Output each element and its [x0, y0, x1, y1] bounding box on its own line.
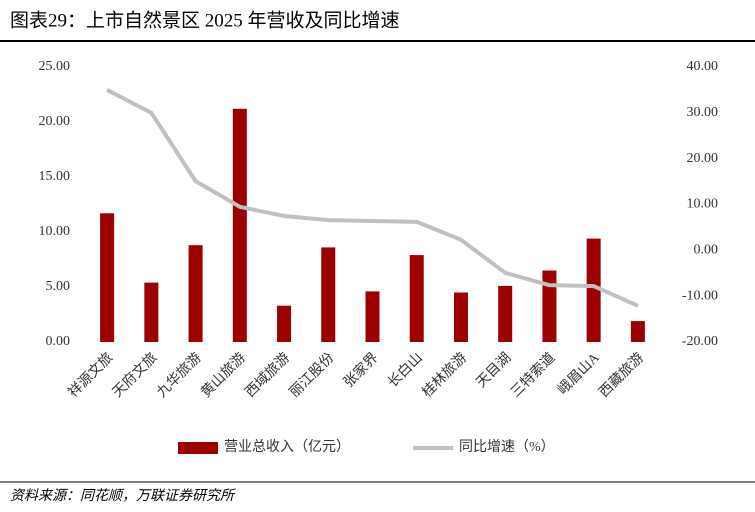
bar	[365, 291, 380, 342]
legend-swatch	[178, 442, 218, 454]
bar	[321, 247, 336, 342]
x-tick-label: 三特索道	[507, 349, 559, 401]
bar	[586, 238, 601, 342]
legend-label: 同比增速（%）	[459, 439, 555, 455]
bar	[232, 108, 247, 342]
bar	[277, 305, 292, 342]
x-tick-label: 黄山旅游	[197, 349, 249, 401]
x-tick-label: 九华旅游	[154, 350, 205, 401]
x-tick-label: 天府文旅	[110, 350, 161, 401]
x-tick-label: 西藏旅游	[596, 350, 647, 401]
y2-tick-label: 40.00	[687, 59, 719, 74]
x-tick-label: 张家界	[340, 349, 382, 391]
y2-tick-label: 10.00	[687, 197, 719, 212]
y2-tick-label: 20.00	[687, 151, 719, 166]
y2-tick-label: -20.00	[682, 334, 718, 349]
y-tick-label: 5.00	[46, 279, 71, 294]
y-tick-label: 10.00	[39, 224, 71, 239]
bar	[542, 270, 557, 342]
x-tick-label: 长白山	[385, 350, 426, 391]
legend-label: 营业总收入（亿元）	[224, 439, 350, 455]
y2-tick-label: -10.00	[682, 288, 718, 303]
y2-tick-label: 30.00	[687, 105, 719, 120]
y-tick-label: 20.00	[39, 114, 71, 129]
bar	[144, 282, 159, 342]
x-tick-label: 祥源文旅	[65, 350, 116, 401]
x-tick-label: 桂林旅游	[419, 350, 470, 401]
bar	[100, 213, 115, 342]
bar	[498, 285, 513, 342]
source-note: 资料来源：同花顺，万联证券研究所	[10, 488, 236, 504]
bar	[409, 255, 424, 342]
y-tick-label: 25.00	[39, 59, 71, 74]
x-tick-label: 西域旅游	[242, 350, 293, 401]
line	[106, 88, 639, 308]
x-tick-label: 丽江股份	[286, 350, 337, 401]
y2-tick-label: 0.00	[694, 243, 719, 258]
x-tick-label: 天目湖	[473, 350, 514, 391]
bar	[453, 292, 468, 342]
y-tick-label: 0.00	[46, 334, 71, 349]
chart-title: 图表29：上市自然景区 2025 年营收及同比增速	[10, 9, 400, 31]
y-tick-label: 15.00	[39, 169, 71, 184]
bar	[630, 321, 645, 342]
bar	[188, 245, 203, 342]
